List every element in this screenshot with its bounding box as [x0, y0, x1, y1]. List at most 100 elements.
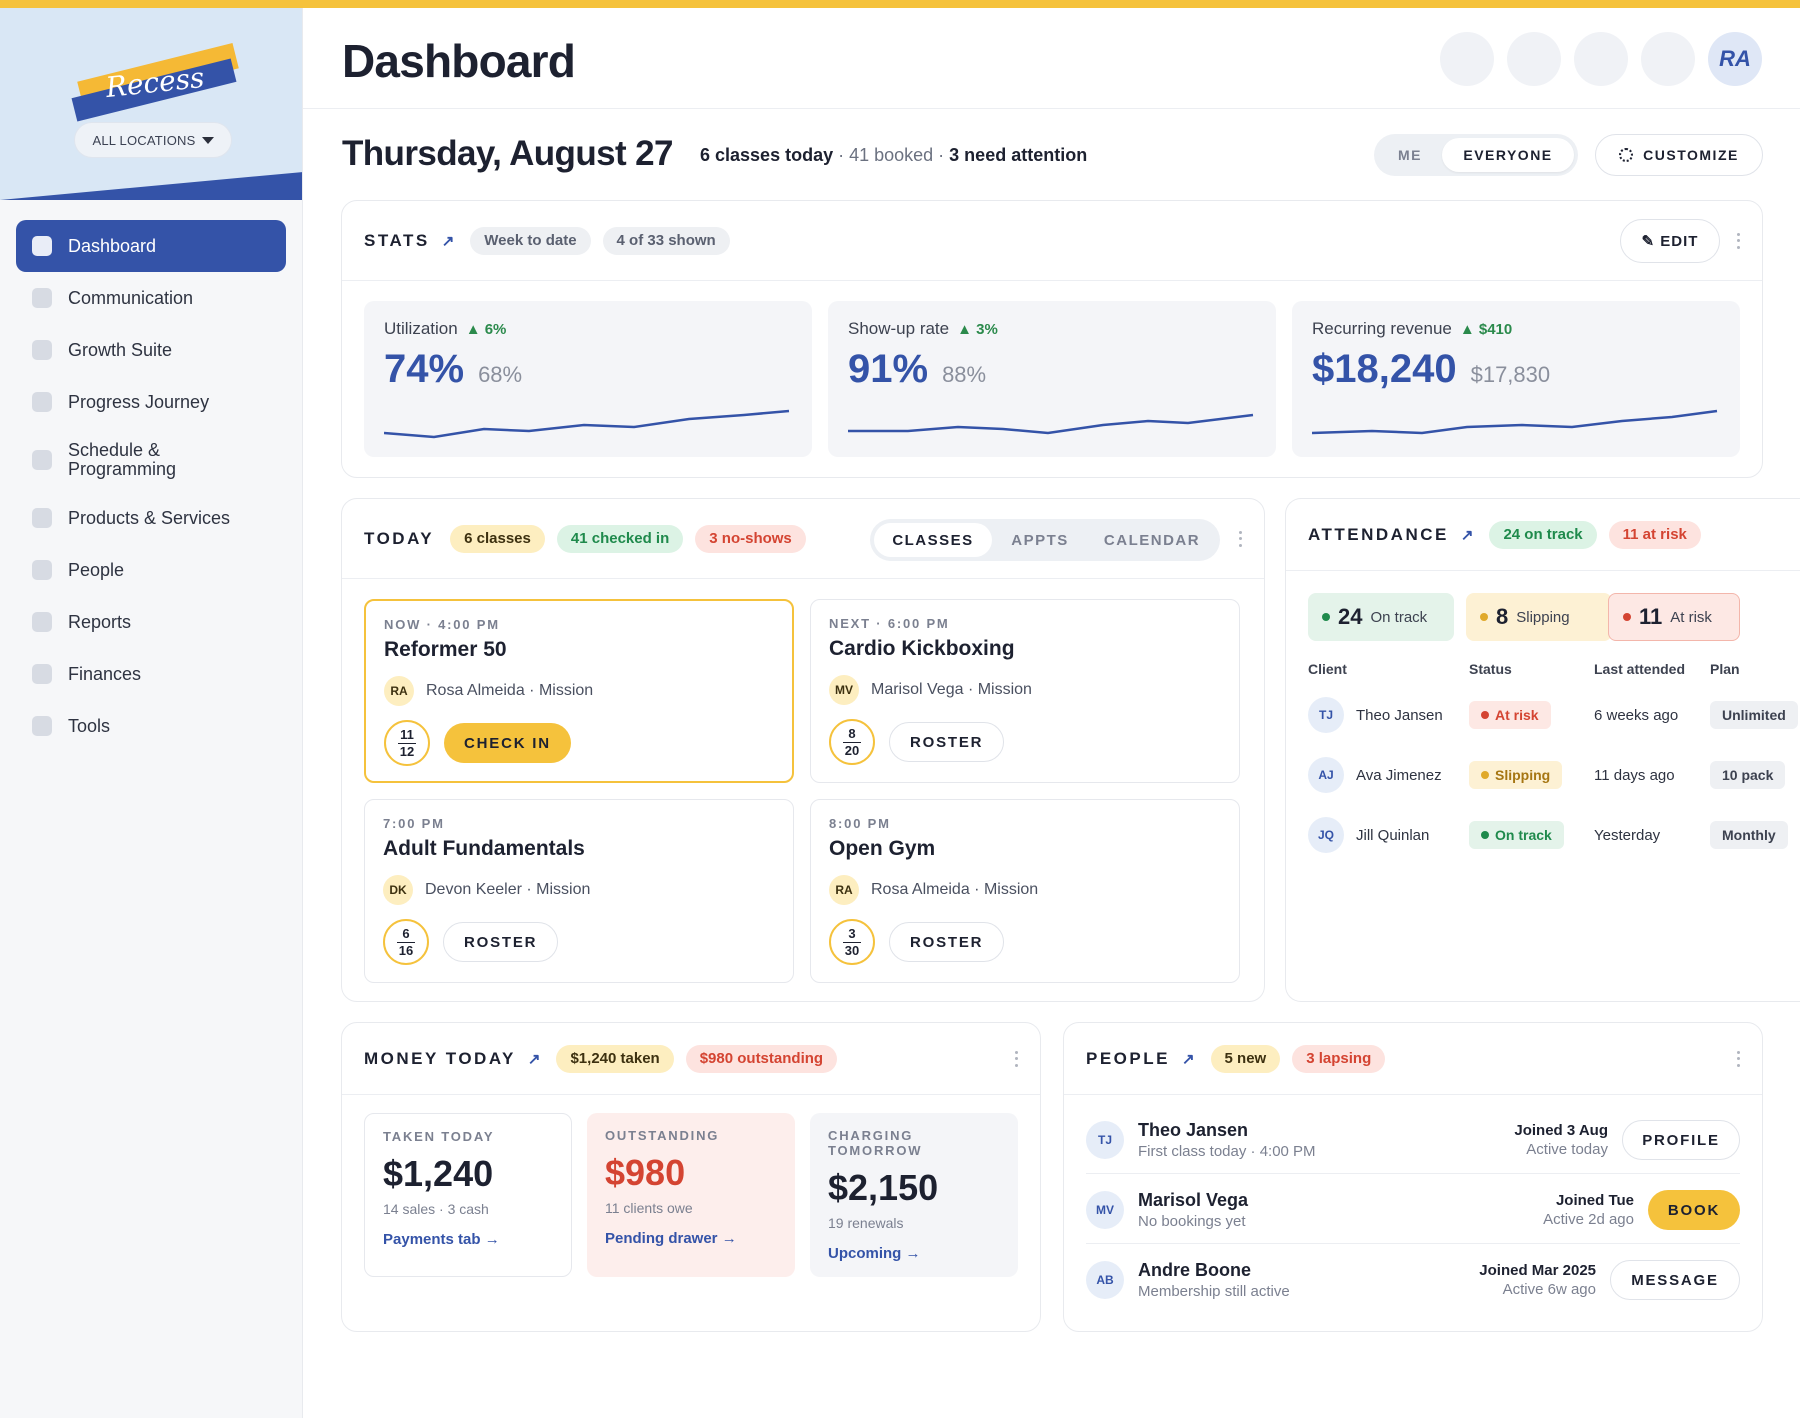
edit-button[interactable]: ✎ EDIT — [1620, 219, 1720, 263]
today-title: TODAY — [364, 528, 435, 548]
summary-at-risk[interactable]: 11 At risk — [1608, 593, 1740, 641]
expand-arrow-icon[interactable]: ↗ — [1460, 526, 1474, 544]
header-action-placeholder[interactable] — [1574, 32, 1628, 86]
last-attended: 6 weeks ago — [1594, 706, 1679, 724]
roster-button[interactable]: ROSTER — [889, 722, 1005, 762]
recess-logo[interactable]: Recess — [70, 43, 240, 124]
table-row[interactable]: TJ Theo Jansen At risk 6 weeks ago Unlim… — [1308, 695, 1800, 735]
header-action-placeholder[interactable] — [1507, 32, 1561, 86]
stat-label: Recurring revenue — [1312, 319, 1452, 338]
instructor-avatar: MV — [829, 675, 859, 705]
stat-show-up-rate[interactable]: Show-up rate ▲ 3% 91% 88% — [828, 301, 1276, 457]
sidebar-item-reports[interactable]: Reports — [16, 596, 286, 648]
on-track-pill[interactable]: 24 on track — [1489, 520, 1597, 549]
class-time: 7:00 PM — [383, 816, 445, 831]
stat-utilization[interactable]: Utilization ▲ 6% 74% 68% — [364, 301, 812, 457]
no-shows-pill[interactable]: 3 no-shows — [695, 524, 806, 553]
class-card-adult-fundamentals[interactable]: 7:00 PM Adult Fundamentals DK Devon Keele… — [364, 799, 794, 983]
list-item[interactable]: TJ Theo Jansen First class today · 4:00 P… — [1086, 1105, 1740, 1175]
summary-slipping[interactable]: 8 Slipping — [1466, 593, 1612, 641]
stat-delta: ▲ $410 — [1459, 320, 1513, 338]
range-pill[interactable]: Week to date — [470, 226, 591, 255]
class-card-open-gym[interactable]: 8:00 PM Open Gym RA Rosa Almeida · Missio… — [810, 799, 1240, 983]
column-header-client[interactable]: Client — [1308, 661, 1347, 677]
header-action-placeholder[interactable] — [1641, 32, 1695, 86]
client-avatar: JQ — [1308, 817, 1344, 853]
roster-button[interactable]: ROSTER — [889, 922, 1005, 962]
stat-previous: 68% — [478, 362, 523, 387]
more-menu-icon[interactable] — [1736, 1050, 1740, 1067]
message-button[interactable]: MESSAGE — [1610, 1260, 1740, 1300]
pending-drawer-link[interactable]: Pending drawer → — [605, 1229, 737, 1247]
attendance-fraction: 6 16 — [383, 919, 429, 965]
header-action-placeholder[interactable] — [1440, 32, 1494, 86]
sidebar-item-progress-journey[interactable]: Progress Journey — [16, 376, 286, 428]
new-pill[interactable]: 5 new — [1210, 1044, 1281, 1073]
more-menu-icon[interactable] — [1736, 232, 1740, 249]
sidebar-item-dashboard[interactable]: Dashboard — [16, 220, 286, 272]
summary-on-track[interactable]: 24 On track — [1308, 593, 1454, 641]
attendance-fraction: 8 20 — [829, 719, 875, 765]
person-subtext: No bookings yet — [1138, 1213, 1246, 1230]
sidebar-item-people[interactable]: People — [16, 544, 286, 596]
more-menu-icon[interactable] — [1014, 1050, 1018, 1067]
attendance-header: ATTENDANCE ↗ 24 on track 11 at risk — [1286, 499, 1800, 571]
class-card-cardio[interactable]: NEXT · 6:00 PM Cardio Kickboxing MV Maris… — [810, 599, 1240, 783]
book-button[interactable]: BOOK — [1648, 1190, 1740, 1230]
stat-previous: 88% — [942, 362, 987, 387]
person-name: Marisol Vega — [1138, 1190, 1249, 1210]
column-header-last-attended[interactable]: Last attended — [1594, 661, 1686, 677]
shown-pill[interactable]: 4 of 33 shown — [602, 226, 730, 255]
today-card: TODAY 6 classes 41 checked in 3 no-shows… — [341, 498, 1265, 1002]
column-header-plan[interactable]: Plan — [1710, 661, 1740, 677]
taken-pill[interactable]: $1,240 taken — [556, 1044, 674, 1073]
sidebar: Recess ALL LOCATIONS Dashboard Communica… — [0, 8, 303, 1418]
user-avatar[interactable]: RA — [1708, 32, 1762, 86]
outstanding-pill[interactable]: $980 outstanding — [685, 1044, 838, 1073]
dashboard-icon — [32, 236, 52, 256]
sidebar-item-label: Schedule & Programming — [68, 440, 177, 479]
sidebar-item-communication[interactable]: Communication — [16, 272, 286, 324]
sidebar-item-schedule[interactable]: Schedule & Programming — [16, 428, 286, 492]
summary-count: 11 — [1639, 604, 1663, 629]
top-accent-bar — [0, 0, 1800, 8]
sidebar-item-products[interactable]: Products & Services — [16, 492, 286, 544]
list-item[interactable]: MV Marisol Vega No bookings yet Joined Tu… — [1086, 1175, 1740, 1245]
sidebar-item-label: Progress Journey — [68, 391, 210, 412]
table-row[interactable]: AJ Ava Jimenez Slipping 11 days ago 10 p… — [1308, 755, 1800, 795]
customize-button[interactable]: CUSTOMIZE — [1595, 134, 1763, 176]
checked-in-pill[interactable]: 41 checked in — [556, 524, 684, 553]
lapsing-pill[interactable]: 3 lapsing — [1292, 1044, 1386, 1073]
sidebar-item-tools[interactable]: Tools — [16, 700, 286, 752]
column-header-status[interactable]: Status — [1469, 661, 1512, 677]
classes-pill[interactable]: 6 classes — [450, 524, 545, 553]
client-avatar: AJ — [1308, 757, 1344, 793]
sidebar-item-label: Growth Suite — [68, 339, 173, 360]
view-option-me[interactable]: ME — [1398, 147, 1422, 163]
more-menu-icon[interactable] — [1238, 530, 1242, 547]
view-option-everyone[interactable]: EVERYONE — [1442, 138, 1574, 172]
tab-classes[interactable]: CLASSES — [874, 523, 992, 557]
class-card-reformer[interactable]: NOW · 4:00 PM Reformer 50 RA Rosa Almeida… — [364, 599, 794, 783]
roster-button[interactable]: ROSTER — [443, 922, 559, 962]
table-row[interactable]: JQ Jill Quinlan On track Yesterday Month… — [1308, 815, 1800, 855]
active-status: Active 2d ago — [1543, 1211, 1634, 1228]
list-item[interactable]: AB Andre Boone Membership still active Jo… — [1086, 1245, 1740, 1315]
upcoming-link[interactable]: Upcoming → — [828, 1244, 921, 1262]
attention-count: 3 need attention — [949, 145, 1088, 165]
stat-recurring-revenue[interactable]: Recurring revenue ▲ $410 $18,240 $17,830 — [1292, 301, 1740, 457]
instructor-avatar: DK — [383, 875, 413, 905]
expand-arrow-icon[interactable]: ↗ — [527, 1050, 541, 1068]
tab-calendar[interactable]: CALENDAR — [1103, 531, 1201, 549]
at-risk-pill[interactable]: 11 at risk — [1608, 520, 1701, 549]
expand-arrow-icon[interactable]: ↗ — [441, 232, 455, 250]
profile-button[interactable]: PROFILE — [1622, 1120, 1740, 1160]
sidebar-item-finances[interactable]: Finances — [16, 648, 286, 700]
people-icon — [32, 560, 52, 580]
tab-appts[interactable]: APPTS — [1011, 531, 1069, 549]
payments-tab-link[interactable]: Payments tab → — [383, 1230, 500, 1248]
check-in-button[interactable]: CHECK IN — [444, 723, 571, 763]
location-selector[interactable]: ALL LOCATIONS — [74, 122, 232, 158]
expand-arrow-icon[interactable]: ↗ — [1181, 1050, 1195, 1068]
sidebar-item-growth-suite[interactable]: Growth Suite — [16, 324, 286, 376]
